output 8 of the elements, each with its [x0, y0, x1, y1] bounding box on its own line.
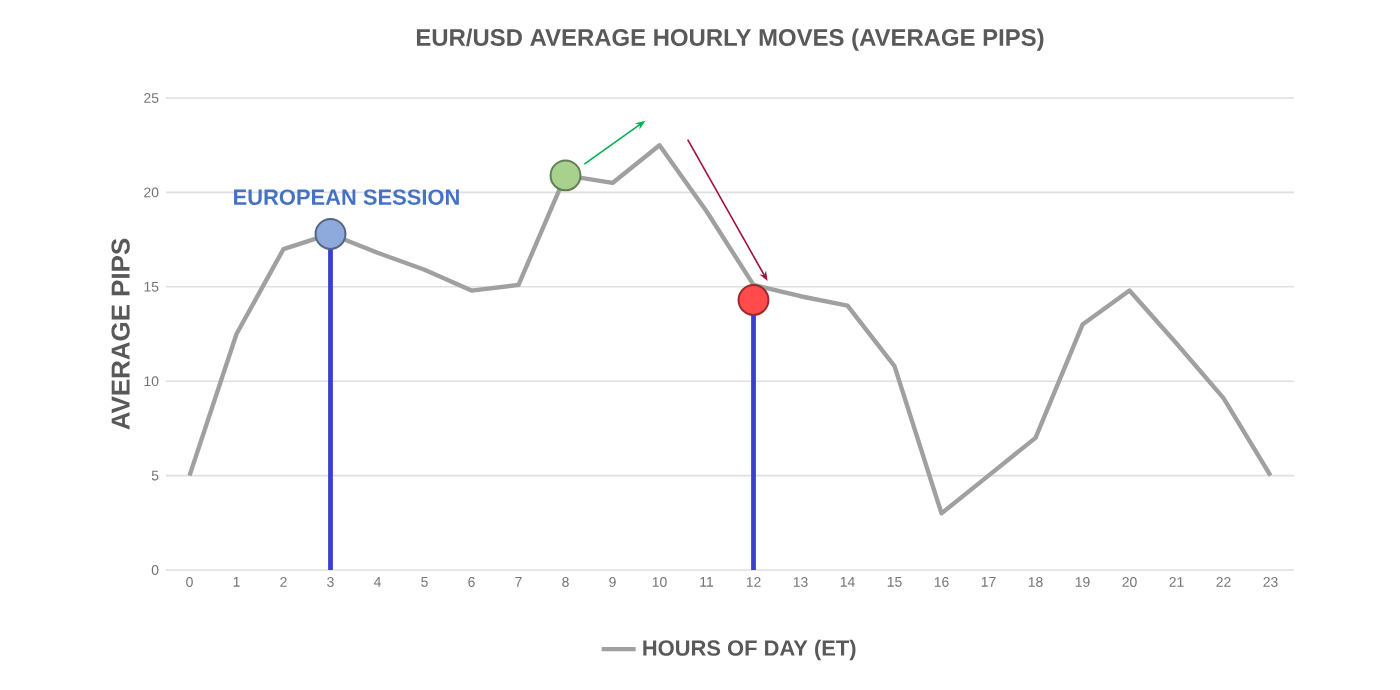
- chart-title: EUR/USD AVERAGE HOURLY MOVES (AVERAGE PIPS): [416, 28, 1044, 51]
- point: [737, 284, 770, 316]
- y-axis-title: AVERAGE PIPS: [111, 238, 130, 430]
- annotation: EUROPEAN SESSION: [234, 189, 459, 205]
- point: [314, 217, 347, 250]
- line-series: [187, 143, 1273, 516]
- point: [549, 159, 582, 192]
- legend-label: HOURS OF DAY (ET): [643, 639, 856, 661]
